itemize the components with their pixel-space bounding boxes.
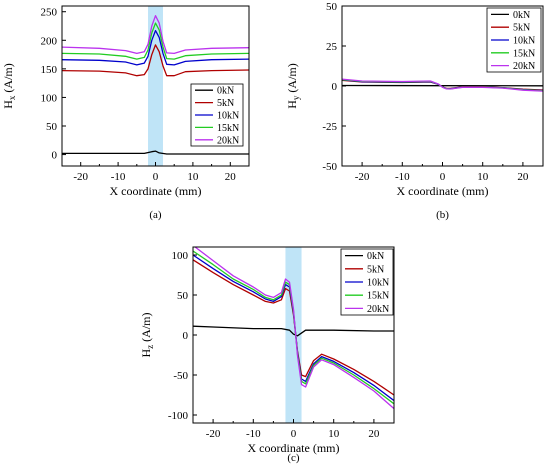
x-tick-label: 0: [153, 171, 159, 183]
legend-label-5kN: 5kN: [367, 264, 384, 275]
y-tick-label: 50: [177, 290, 189, 302]
x-tick-label: -20: [206, 428, 221, 440]
series-line-20kN: [62, 15, 249, 55]
legend: 0kN 5kN 10kN 15kN 20kN: [340, 248, 394, 316]
legend-label-20kN: 20kN: [367, 304, 389, 315]
x-tick-label: 20: [225, 171, 237, 183]
y-tick-label: 50: [326, 1, 338, 13]
legend-label-0kN: 0kN: [513, 10, 530, 21]
y-tick-label: 25: [326, 41, 338, 53]
legend-label-10kN: 10kN: [367, 278, 389, 289]
panel-label: (c): [287, 452, 300, 464]
y-tick-label: 250: [41, 7, 58, 19]
y-tick-label: 200: [41, 35, 58, 47]
x-tick-label: 0: [440, 171, 446, 183]
x-tick-label: 10: [187, 171, 199, 183]
x-axis-title: X coordinate (mm): [397, 184, 489, 198]
series-line-20kN: [194, 247, 394, 410]
x-axis-title: X coordinate (mm): [110, 184, 202, 198]
y-tick-label: -25: [322, 121, 337, 133]
chart-panel-b: -20 -10 0 10 20 -50 -25 0 25 50 X coordinate (mm) H…: [285, 1, 544, 221]
series-line-10kN: [62, 29, 249, 66]
x-tick-label: -10: [395, 171, 410, 183]
legend-label-15kN: 15kN: [367, 291, 389, 302]
series-line-20kN: [342, 78, 543, 92]
x-tick-label: -10: [246, 428, 261, 440]
y-tick-label: -100: [168, 410, 189, 422]
legend-label-10kN: 10kN: [513, 36, 535, 47]
legend-label-15kN: 15kN: [513, 48, 535, 59]
y-tick-label: 100: [41, 92, 58, 104]
y-axis-title: Hy (A/m): [285, 63, 301, 109]
y-tick-label: 0: [332, 81, 338, 93]
legend-label-5kN: 5kN: [217, 98, 234, 109]
y-tick-label: 0: [52, 150, 58, 162]
x-tick-label: 20: [368, 428, 380, 440]
y-tick-label: 0: [183, 330, 189, 342]
x-tick-label: -20: [355, 171, 370, 183]
y-axis-title: Hz (A/m): [139, 312, 155, 357]
panel-label: (a): [149, 209, 162, 221]
y-tick-label: 50: [46, 121, 58, 133]
legend-label-0kN: 0kN: [217, 86, 234, 97]
y-tick-label: 150: [41, 64, 58, 76]
y-axis-title: Hx (A/m): [1, 63, 17, 109]
defect-band: [148, 6, 163, 166]
y-tick-label: -50: [322, 161, 337, 173]
series-line-0kN: [62, 150, 249, 155]
x-tick-label: 10: [477, 171, 489, 183]
x-axis-title: X coordinate (mm): [248, 441, 340, 455]
series-line-0kN: [193, 325, 394, 337]
x-tick-label: 20: [517, 171, 529, 183]
x-tick-label: -10: [111, 171, 126, 183]
legend-label-20kN: 20kN: [513, 61, 535, 72]
x-tick-label: 10: [328, 428, 340, 440]
y-tick-label: 100: [172, 250, 189, 262]
series-line-5kN: [62, 44, 249, 77]
legend-label-5kN: 5kN: [513, 23, 530, 34]
legend-label-10kN: 10kN: [217, 111, 239, 122]
legend-label-15kN: 15kN: [217, 123, 239, 134]
x-tick-label: -20: [73, 171, 88, 183]
legend-label-20kN: 20kN: [217, 135, 239, 146]
panel-label: (b): [436, 209, 449, 221]
series-line-15kN: [62, 22, 249, 60]
x-tick-label: 0: [291, 428, 297, 440]
y-tick-label: -50: [173, 370, 188, 382]
legend-label-0kN: 0kN: [367, 251, 384, 262]
